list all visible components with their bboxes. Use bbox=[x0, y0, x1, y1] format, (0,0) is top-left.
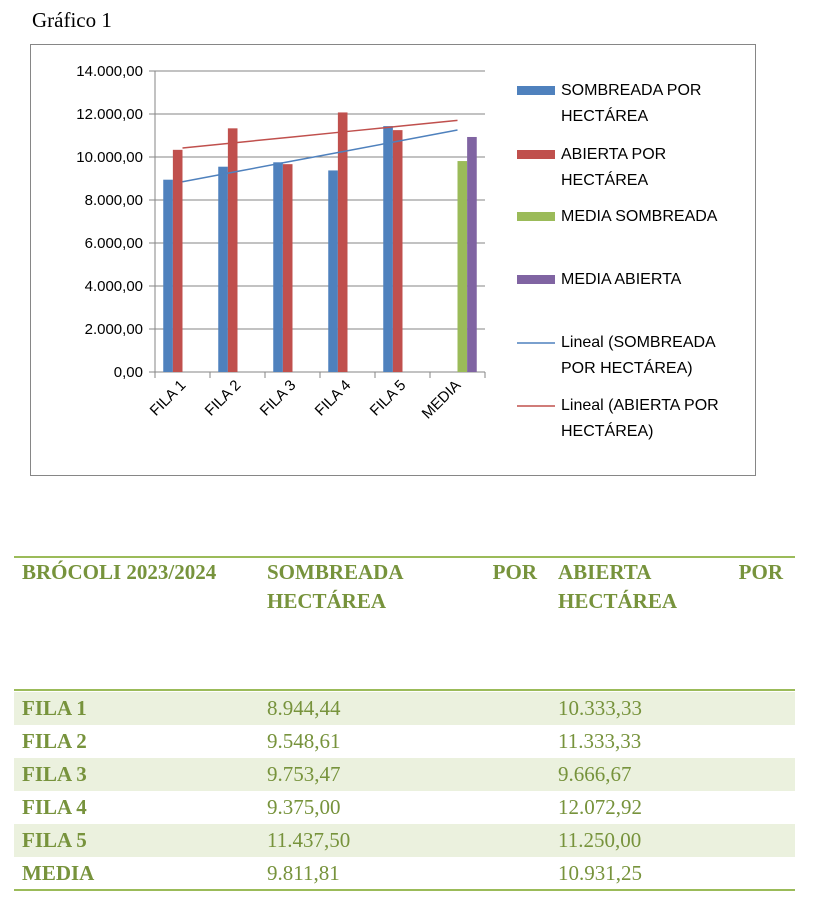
table-cell: 8.944,44 bbox=[267, 696, 341, 720]
table-cell: 9.548,61 bbox=[267, 729, 341, 753]
table-cell: 9.666,67 bbox=[558, 762, 632, 786]
bar bbox=[337, 112, 348, 372]
table-cell: 11.437,50 bbox=[267, 828, 351, 852]
table-cell: FILA 3 bbox=[22, 762, 87, 786]
table-header: BRÓCOLI 2023/2024 bbox=[22, 560, 217, 584]
table-header: SOMBREADA POR HECTÁREA bbox=[267, 560, 537, 613]
table-cell: 9.375,00 bbox=[267, 795, 341, 819]
table-cell: 9.811,81 bbox=[267, 861, 340, 885]
bar bbox=[163, 179, 173, 372]
table-cell: 11.333,33 bbox=[558, 729, 642, 753]
legend-swatch bbox=[517, 212, 555, 221]
legend-label: MEDIA ABIERTA bbox=[561, 271, 682, 288]
table-cell: FILA 4 bbox=[22, 795, 87, 819]
table-row: MEDIA 9.811,81 10.931,25 bbox=[14, 857, 795, 890]
y-tick-label: 10.000,00 bbox=[76, 149, 143, 166]
legend-swatch bbox=[517, 275, 555, 284]
table-cell: 10.931,25 bbox=[558, 861, 642, 885]
table-cell: FILA 1 bbox=[22, 696, 87, 720]
bar bbox=[172, 149, 183, 372]
table-header: ABIERTA POR HECTÁREA bbox=[558, 560, 783, 613]
legend-swatch bbox=[517, 86, 555, 95]
bar bbox=[383, 126, 393, 372]
y-tick-label: 4.000,00 bbox=[85, 278, 143, 295]
table-cell: 11.250,00 bbox=[558, 828, 642, 852]
bar bbox=[457, 161, 468, 372]
bar bbox=[273, 162, 283, 372]
table-rule bbox=[14, 689, 795, 691]
table-cell: 12.072,92 bbox=[558, 795, 642, 819]
table-row: FILA 1 8.944,44 10.333,33 bbox=[14, 692, 795, 725]
trend-line bbox=[182, 119, 458, 149]
table-row: FILA 3 9.753,47 9.666,67 bbox=[14, 758, 795, 791]
table-cell: MEDIA bbox=[22, 861, 95, 885]
trend-line bbox=[182, 129, 458, 183]
legend-label: MEDIA SOMBREADA bbox=[561, 208, 718, 225]
legend-label: Lineal (ABIERTA POR HECTÁREA) bbox=[561, 397, 719, 440]
bar bbox=[392, 130, 403, 372]
table-cell: 10.333,33 bbox=[558, 696, 642, 720]
y-tick-label: 8.000,00 bbox=[85, 192, 143, 209]
y-tick-label: 12.000,00 bbox=[76, 106, 143, 123]
legend-label: Lineal (SOMBREADA POR HECTÁREA) bbox=[561, 334, 715, 377]
y-tick-label: 0,00 bbox=[114, 364, 143, 381]
legend-label: SOMBREADA POR HECTÁREA bbox=[561, 82, 702, 125]
legend-swatch bbox=[517, 150, 555, 159]
legend-label: ABIERTA POR HECTÁREA bbox=[561, 146, 667, 189]
y-tick-label: 2.000,00 bbox=[85, 321, 143, 338]
table-rule bbox=[14, 889, 795, 891]
table-cell: 9.753,47 bbox=[267, 762, 341, 786]
table-cell: FILA 5 bbox=[22, 828, 87, 852]
table-row: FILA 4 9.375,00 12.072,92 bbox=[14, 791, 795, 824]
table-rule bbox=[14, 556, 795, 558]
bar bbox=[218, 166, 228, 372]
chart: 0,00 2.000,00 4.000,00 6.000,00 8.000,00 10.0… bbox=[30, 44, 756, 476]
y-tick-label: 6.000,00 bbox=[85, 235, 143, 252]
table-row: FILA 2 9.548,61 11.333,33 bbox=[14, 725, 795, 758]
bar bbox=[328, 170, 338, 372]
table-cell: FILA 2 bbox=[22, 729, 87, 753]
bar bbox=[227, 128, 238, 372]
caption: Gráfico 1 bbox=[32, 8, 112, 32]
table-row: FILA 5 11.437,50 11.250,00 bbox=[14, 824, 795, 857]
y-tick-label: 14.000,00 bbox=[76, 63, 143, 80]
bar bbox=[467, 136, 477, 372]
bar bbox=[282, 164, 293, 372]
